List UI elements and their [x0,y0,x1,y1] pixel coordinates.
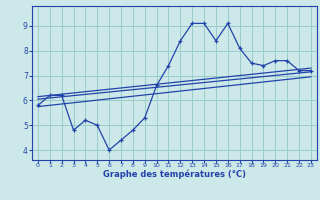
X-axis label: Graphe des températures (°C): Graphe des températures (°C) [103,169,246,179]
